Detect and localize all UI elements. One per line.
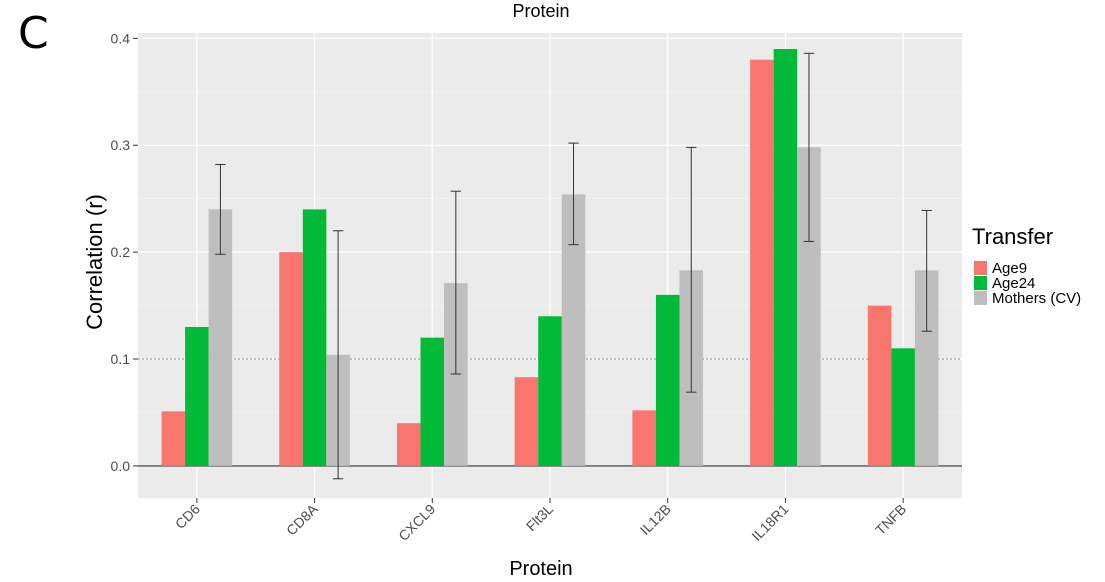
bar-age24-flt3l bbox=[538, 316, 562, 466]
y-tick-label: 0.1 bbox=[111, 351, 131, 367]
legend-label: Age9 bbox=[992, 260, 1027, 277]
bars bbox=[161, 49, 939, 466]
y-tick-label: 0.0 bbox=[111, 458, 131, 474]
bar-age24-cd6 bbox=[185, 326, 209, 466]
bar-age24-tnfb bbox=[891, 348, 915, 466]
y-axis-ticks: 0.0 0.1 0.2 0.3 0.4 bbox=[111, 30, 138, 474]
x-tick-label-cd8a: CD8A bbox=[283, 500, 321, 538]
y-tick-label: 0.3 bbox=[111, 137, 131, 153]
legend-key-mothers-cv- bbox=[974, 291, 987, 305]
y-axis-title: Correlation (r) bbox=[82, 194, 107, 330]
x-axis-title: Protein bbox=[509, 558, 572, 580]
bar-age24-il12b bbox=[655, 294, 680, 466]
bar-age9-cd6 bbox=[161, 411, 186, 466]
x-tick-label-il18r1: IL18R1 bbox=[748, 501, 791, 544]
legend-key-age9 bbox=[974, 261, 987, 275]
bar-age9-cxcl9 bbox=[396, 423, 421, 466]
legend-title: Transfer bbox=[972, 224, 1053, 249]
legend-label: Age24 bbox=[992, 275, 1035, 292]
bar-age9-tnfb bbox=[867, 305, 892, 466]
x-axis-ticks: CD6 CD8A CXCL9 Flt3L IL12B IL18R1 TNFB bbox=[172, 498, 909, 544]
chart-title: Protein bbox=[512, 1, 569, 21]
x-tick-label-il12b: IL12B bbox=[637, 501, 674, 538]
x-tick-label-flt3l: Flt3L bbox=[523, 501, 556, 534]
bar-age9-cd8a bbox=[279, 252, 303, 466]
x-tick-label-cd6: CD6 bbox=[172, 501, 203, 532]
bar-age24-cd8a bbox=[302, 209, 327, 466]
bar-age24-il18r1 bbox=[773, 49, 798, 466]
y-tick-label: 0.4 bbox=[111, 30, 131, 46]
x-tick-label-tnfb: TNFB bbox=[872, 501, 909, 538]
bar-mothers-cv--flt3l bbox=[561, 194, 586, 466]
bar-mothers-cv--tnfb bbox=[914, 270, 939, 466]
bar-mothers-cv--cxcl9 bbox=[444, 283, 468, 466]
bar-mothers-cv--cd6 bbox=[208, 209, 233, 466]
bar-age9-il12b bbox=[632, 410, 656, 466]
y-tick-label: 0.2 bbox=[111, 244, 131, 260]
bar-age9-il18r1 bbox=[750, 59, 774, 466]
bar-mothers-cv--il18r1 bbox=[797, 147, 821, 466]
panel-letter: C bbox=[18, 8, 49, 59]
legend-key-age24 bbox=[974, 276, 987, 290]
bar-age24-cxcl9 bbox=[420, 337, 445, 466]
error-bars bbox=[215, 52, 932, 480]
legend-label: Mothers (CV) bbox=[992, 290, 1081, 307]
bar-age9-flt3l bbox=[514, 377, 539, 466]
x-tick-label-cxcl9: CXCL9 bbox=[395, 501, 438, 544]
